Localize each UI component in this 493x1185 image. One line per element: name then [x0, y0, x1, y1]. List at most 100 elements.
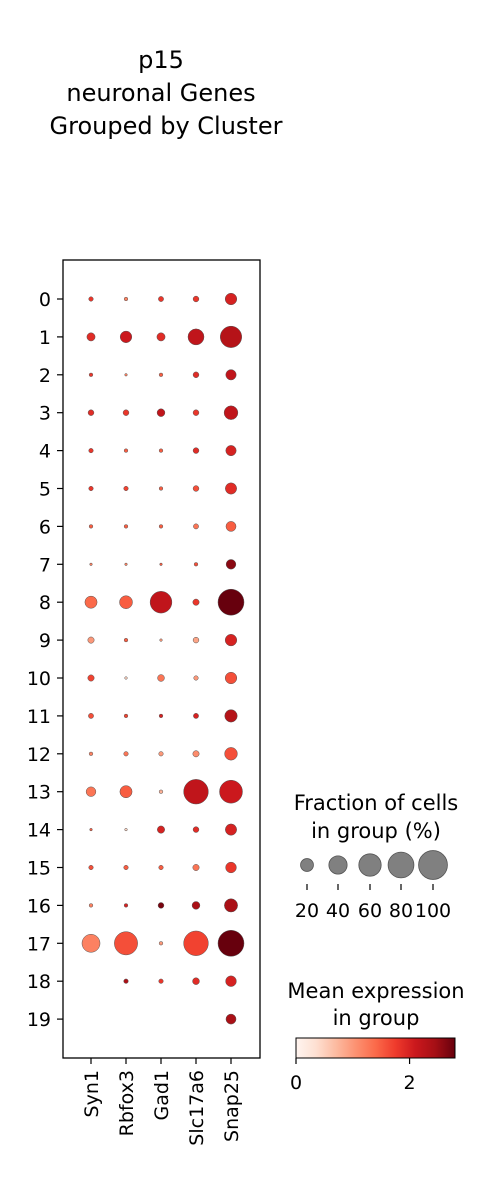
dot-cluster-1-syn1	[86, 332, 96, 342]
y-tick-label-cluster-1: 1	[39, 327, 51, 349]
size-legend-label-20: 20	[295, 900, 319, 922]
dot-cluster-5-rbfox3	[123, 486, 129, 491]
dot-cluster-18-slc17a6	[192, 977, 200, 985]
dot-cluster-14-gad1	[157, 825, 165, 834]
x-tick-label-snap25: Snap25	[221, 1070, 243, 1142]
dot-cluster-10-slc17a6	[193, 675, 199, 681]
dot-cluster-6-rbfox3	[123, 524, 129, 529]
dot-cluster-2-slc17a6	[192, 371, 200, 378]
size-legend-dot-20	[300, 858, 314, 872]
y-tick-label-cluster-2: 2	[39, 365, 51, 387]
y-tick-label-cluster-9: 9	[39, 630, 51, 652]
dot-cluster-9-slc17a6	[192, 636, 200, 644]
dot-cluster-4-rbfox3	[123, 448, 129, 453]
dot-cluster-4-snap25	[225, 445, 237, 457]
dot-cluster-8-slc17a6	[192, 598, 200, 606]
dot-cluster-11-gad1	[158, 713, 164, 718]
dot-cluster-17-rbfox3	[114, 931, 138, 956]
dot-cluster-7-gad1	[159, 562, 163, 566]
dot-cluster-2-snap25	[225, 369, 237, 381]
colorbar-tick-label-0: 0	[290, 1072, 302, 1094]
size-legend-dot-80	[387, 851, 415, 879]
dot-cluster-2-syn1	[88, 372, 94, 377]
size-legend-label-100: 100	[415, 900, 451, 922]
dot-cluster-10-snap25	[224, 671, 238, 685]
dot-cluster-17-syn1	[81, 934, 101, 953]
size-legend-title-line-2: in group (%)	[311, 819, 441, 843]
dot-cluster-3-syn1	[87, 409, 95, 416]
dot-cluster-13-slc17a6	[183, 779, 209, 805]
dot-cluster-0-rbfox3	[123, 296, 129, 302]
y-tick-label-cluster-5: 5	[39, 479, 51, 501]
dot-cluster-9-rbfox3	[123, 638, 129, 643]
dot-cluster-16-gad1	[157, 902, 165, 909]
dot-cluster-10-syn1	[87, 674, 95, 682]
dot-cluster-10-gad1	[157, 674, 165, 682]
dot-cluster-5-slc17a6	[192, 485, 200, 492]
colorbar-tick-label-2: 2	[404, 1072, 416, 1094]
y-tick-label-cluster-16: 16	[27, 895, 51, 917]
dot-cluster-16-rbfox3	[123, 903, 129, 908]
dot-cluster-11-snap25	[224, 709, 238, 723]
dot-cluster-0-gad1	[158, 296, 164, 302]
dot-cluster-15-rbfox3	[123, 865, 129, 870]
dot-cluster-11-syn1	[88, 713, 94, 719]
size-legend-dot-60	[358, 853, 382, 877]
dot-cluster-0-syn1	[88, 296, 94, 302]
dot-cluster-1-slc17a6	[187, 328, 205, 346]
y-tick-label-cluster-12: 12	[27, 744, 51, 766]
x-tick-label-gad1: Gad1	[151, 1070, 173, 1121]
y-tick-label-cluster-0: 0	[39, 289, 51, 311]
dot-cluster-0-snap25	[224, 292, 238, 306]
y-tick-label-cluster-18: 18	[27, 971, 51, 993]
dot-cluster-18-rbfox3	[123, 978, 129, 984]
dot-cluster-3-slc17a6	[192, 409, 200, 416]
dot-cluster-14-snap25	[225, 823, 237, 836]
dot-cluster-10-rbfox3	[124, 676, 128, 680]
size-legend-label-80: 80	[389, 900, 413, 922]
dot-cluster-3-snap25	[223, 405, 239, 420]
dot-cluster-14-slc17a6	[192, 826, 200, 833]
dot-cluster-5-syn1	[88, 486, 94, 491]
y-tick-label-cluster-4: 4	[39, 441, 51, 463]
dot-cluster-9-syn1	[87, 636, 95, 644]
y-tick-label-cluster-13: 13	[27, 782, 51, 804]
colorbar	[295, 1037, 456, 1059]
dot-cluster-7-slc17a6	[193, 562, 199, 567]
dot-cluster-12-syn1	[88, 751, 94, 756]
y-tick-label-cluster-14: 14	[27, 820, 51, 842]
dot-cluster-16-slc17a6	[191, 901, 201, 910]
dot-cluster-16-snap25	[224, 898, 238, 913]
dot-cluster-3-rbfox3	[122, 409, 130, 416]
dot-cluster-8-snap25	[217, 588, 245, 616]
dot-cluster-8-rbfox3	[119, 595, 133, 609]
dot-cluster-13-gad1	[158, 789, 164, 794]
dot-cluster-6-snap25	[225, 521, 237, 532]
dot-cluster-1-gad1	[156, 332, 166, 342]
dot-cluster-8-syn1	[84, 595, 98, 609]
y-tick-label-cluster-3: 3	[39, 403, 51, 425]
y-tick-label-cluster-7: 7	[39, 554, 51, 576]
size-legend-dot-40	[328, 855, 348, 875]
dot-cluster-8-gad1	[149, 591, 173, 614]
dot-cluster-7-rbfox3	[124, 562, 128, 566]
dot-cluster-6-slc17a6	[193, 523, 199, 530]
size-legend-dot-100	[418, 850, 448, 880]
x-tick-label-syn1: Syn1	[81, 1070, 103, 1117]
dot-cluster-17-snap25	[217, 930, 245, 957]
y-tick-label-cluster-8: 8	[39, 592, 51, 614]
dot-cluster-15-snap25	[225, 861, 237, 874]
dot-cluster-6-syn1	[88, 524, 94, 529]
dot-cluster-15-slc17a6	[192, 864, 200, 871]
dot-cluster-4-slc17a6	[192, 447, 200, 454]
dot-cluster-9-snap25	[224, 634, 238, 647]
x-tick-label-slc17a6: Slc17a6	[186, 1070, 208, 1146]
x-tick-label-rbfox3: Rbfox3	[116, 1070, 138, 1136]
size-legend-label-60: 60	[358, 900, 382, 922]
dot-cluster-9-gad1	[159, 638, 163, 642]
dot-cluster-7-snap25	[225, 559, 237, 570]
dot-cluster-11-slc17a6	[193, 713, 199, 719]
